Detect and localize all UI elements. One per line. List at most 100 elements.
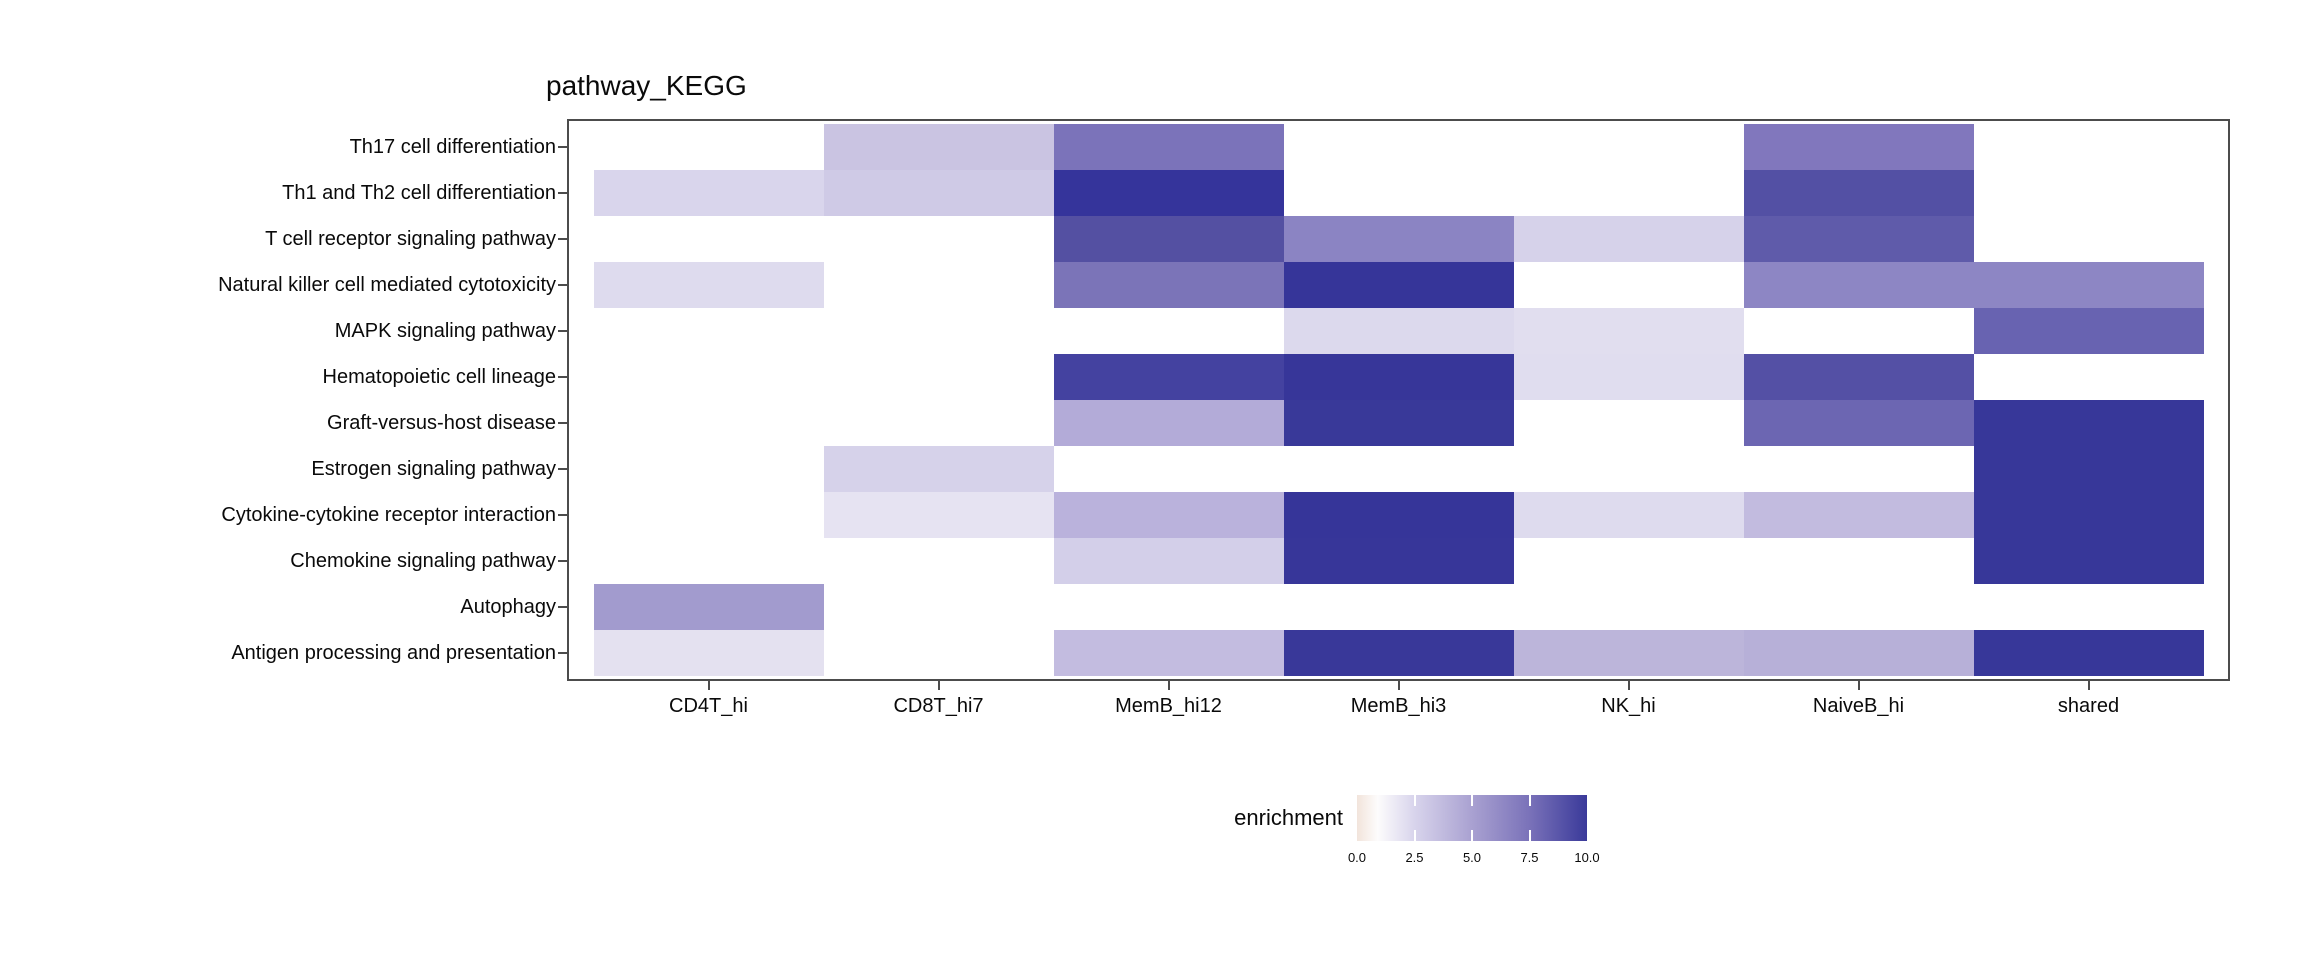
x-axis-tick [707, 681, 710, 690]
heatmap-cell [1743, 630, 1974, 677]
y-axis-tick [558, 237, 567, 240]
heatmap-cell [1513, 123, 1744, 170]
x-axis-tick [1397, 681, 1400, 690]
legend-colorbar-tick [1471, 795, 1473, 806]
heatmap-cell [823, 307, 1054, 354]
heatmap-cell [1973, 353, 2204, 400]
x-axis-tick [937, 681, 940, 690]
heatmap-cell [1513, 538, 1744, 585]
heatmap-cell [593, 399, 824, 447]
heatmap-cell [1973, 215, 2204, 262]
x-axis-label: CD4T_hi [669, 695, 748, 717]
heatmap-cell [823, 446, 1054, 493]
legend-tick-label: 0.0 [1347, 850, 1367, 865]
heatmap-cell [593, 307, 824, 354]
heatmap-cell [1973, 630, 2204, 677]
plot-title: pathway_KEGG [546, 70, 747, 101]
heatmap-cell [1743, 123, 1974, 170]
legend-colorbar-tick [1528, 830, 1531, 841]
y-axis-label: MAPK signaling pathway [334, 319, 556, 342]
y-axis-tick [558, 606, 567, 609]
y-axis-label: Estrogen signaling pathway [311, 458, 556, 481]
heatmap-cell [1053, 123, 1284, 170]
y-axis-tick [558, 422, 567, 425]
legend-colorbar-tick [1413, 795, 1416, 806]
y-axis-tick [558, 283, 567, 286]
heatmap-cell [823, 169, 1054, 216]
heatmap-cell [1053, 215, 1284, 262]
heatmap-cell [1743, 446, 1974, 493]
heatmap-cell [1743, 307, 1974, 354]
heatmap-cell [1743, 538, 1974, 585]
legend-colorbar-tick [1471, 830, 1473, 841]
y-axis-label: Cytokine-cytokine receptor interaction [221, 504, 556, 527]
y-axis-label: Chemokine signaling pathway [290, 550, 556, 573]
x-axis-label: NaiveB_hi [1812, 695, 1905, 717]
legend-colorbar-tick [1528, 795, 1531, 806]
x-axis-tick [1857, 681, 1860, 690]
heatmap-cell [593, 261, 824, 308]
x-axis-label: CD8T_hi7 [893, 695, 984, 717]
y-axis-label: Th1 and Th2 cell differentiation [282, 181, 556, 204]
x-axis-label: MemB_hi3 [1350, 695, 1447, 717]
legend-tick-label: 7.5 [1520, 850, 1539, 865]
heatmap-cell [1743, 492, 1974, 539]
heatmap-cell [1973, 538, 2204, 585]
heatmap-cell [1053, 307, 1284, 354]
heatmap-cell [593, 353, 824, 400]
heatmap-cell [1283, 353, 1514, 400]
heatmap-cell [1283, 169, 1514, 216]
y-axis-tick [558, 145, 567, 148]
heatmap-cell [593, 630, 824, 677]
heatmap-cell [823, 538, 1054, 585]
heatmap-cell [1053, 492, 1284, 539]
heatmap-cell [1283, 399, 1514, 447]
heatmap-cell [1053, 446, 1284, 493]
heatmap-cell [1513, 399, 1744, 447]
heatmap-cell [1513, 215, 1744, 262]
heatmap-cell [593, 169, 824, 216]
heatmap-cell [1513, 630, 1744, 677]
heatmap-tile-grid [593, 123, 2204, 677]
heatmap-cell [1513, 169, 1744, 216]
heatmap-cell [1973, 307, 2204, 354]
heatmap-cell [1743, 215, 1974, 262]
y-axis-label: Hematopoietic cell lineage [322, 365, 556, 388]
heatmap-cell [593, 492, 824, 539]
heatmap-panel [567, 119, 2230, 681]
heatmap-cell [1053, 399, 1284, 447]
heatmap-cell [1283, 307, 1514, 354]
heatmap-cell [1973, 584, 2204, 631]
heatmap-cell [1053, 261, 1284, 308]
heatmap-cell [1053, 630, 1284, 677]
heatmap-cell [823, 492, 1054, 539]
heatmap-cell [1283, 630, 1514, 677]
heatmap-cell [1283, 215, 1514, 262]
heatmap-cell [1973, 123, 2204, 170]
y-axis-tick [558, 375, 567, 378]
heatmap-cell [1053, 584, 1284, 631]
heatmap-cell [823, 630, 1054, 677]
y-axis-tick [558, 329, 567, 332]
heatmap-cell [593, 584, 824, 631]
heatmap-cell [1743, 169, 1974, 216]
x-axis-label: NK_hi [1601, 695, 1656, 717]
y-axis-tick [558, 191, 567, 194]
y-axis-label: Th17 cell differentiation [349, 135, 556, 158]
heatmap-cell [1053, 169, 1284, 216]
legend-colorbar-tick [1413, 830, 1416, 841]
heatmap-cell [1973, 399, 2204, 447]
heatmap-cell [1743, 399, 1974, 447]
heatmap-cell [593, 446, 824, 493]
heatmap-cell [823, 353, 1054, 400]
heatmap-cell [823, 261, 1054, 308]
heatmap-cell [1513, 446, 1744, 493]
heatmap-cell [1053, 538, 1284, 585]
x-axis-tick [1627, 681, 1630, 690]
heatmap-cell [1743, 261, 1974, 308]
heatmap-cell [1973, 446, 2204, 493]
legend-title: enrichment [1234, 805, 1343, 830]
legend-tick-label: 2.5 [1405, 850, 1424, 865]
heatmap-cell [823, 584, 1054, 631]
